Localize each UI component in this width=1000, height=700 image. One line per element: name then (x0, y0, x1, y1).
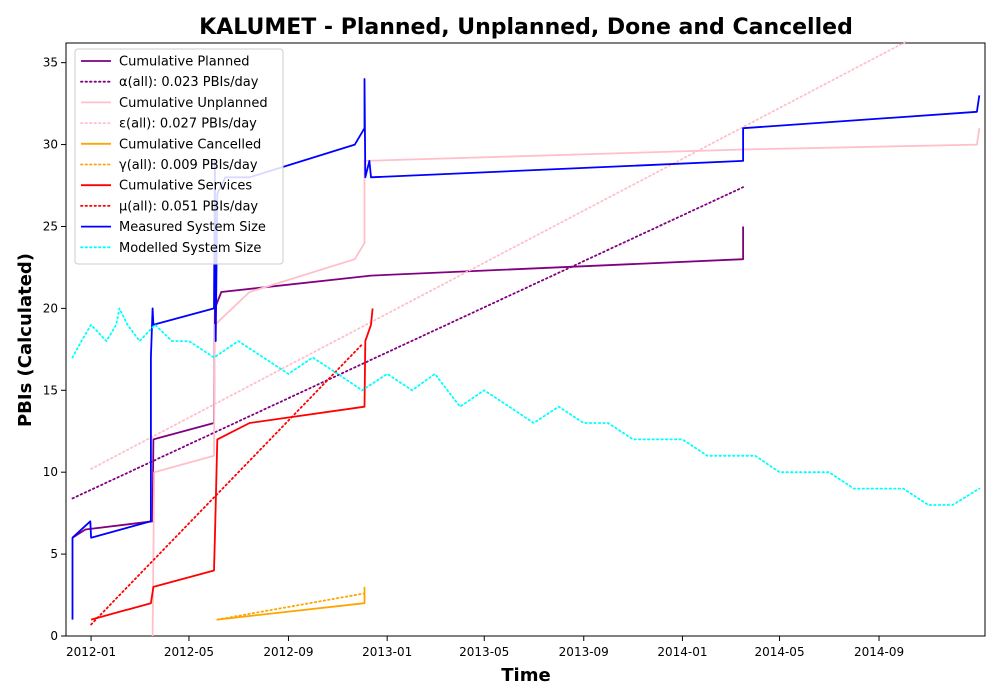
legend-label: Cumulative Services (119, 179, 252, 194)
y-tick-label: 20 (43, 301, 58, 315)
legend: Cumulative Planned α(all): 0.023 PBIs/day… (74, 48, 284, 265)
x-axis-label: Time (501, 665, 550, 686)
x-tick-label: 2013-01 (362, 645, 412, 659)
x-tick-label: 2012-01 (66, 645, 116, 659)
y-tick-label: 15 (43, 383, 58, 397)
series-line-2 (151, 128, 981, 637)
chart-title: KALUMET - Planned, Unplanned, Done and C… (199, 15, 853, 40)
y-tick-label: 5 (50, 547, 58, 561)
x-tick-label: 2013-05 (459, 645, 509, 659)
series-line-3 (90, 40, 908, 470)
x-tick-label: 2014-05 (754, 645, 804, 659)
x-tick-label: 2012-09 (263, 645, 313, 659)
series-line-1 (71, 186, 744, 500)
y-tick-label: 30 (43, 138, 58, 152)
legend-label: ε(all): 0.027 PBIs/day (119, 117, 257, 132)
y-tick-label: 25 (43, 219, 58, 233)
legend-label: γ(all): 0.009 PBIs/day (119, 158, 258, 173)
legend-label: Cumulative Unplanned (119, 96, 268, 111)
legend-label: Modelled System Size (119, 241, 261, 256)
y-tick-label: 0 (50, 629, 58, 643)
axes: 2012-01 2012-05 2012-09 2013-01 2013-05 2013-… (43, 56, 904, 659)
x-tick-label: 2012-05 (164, 645, 214, 659)
series-line-6 (90, 308, 374, 621)
y-axis-label: PBIs (Calculated) (15, 253, 36, 427)
series-line-9 (71, 307, 981, 506)
legend-label: α(all): 0.023 PBIs/day (119, 75, 259, 90)
y-tick-label: 10 (43, 465, 58, 479)
y-tick-label: 35 (43, 56, 58, 70)
series-line-7 (90, 343, 364, 626)
x-tick-label: 2014-01 (657, 645, 707, 659)
legend-box (74, 48, 284, 265)
legend-label: Measured System Size (119, 220, 266, 235)
legend-label: Cumulative Planned (119, 55, 249, 70)
x-tick-label: 2013-09 (559, 645, 609, 659)
x-tick-label: 2014-09 (854, 645, 904, 659)
legend-label: μ(all): 0.051 PBIs/day (119, 199, 258, 214)
series-line-4 (217, 586, 366, 621)
legend-label: Cumulative Cancelled (119, 137, 261, 152)
